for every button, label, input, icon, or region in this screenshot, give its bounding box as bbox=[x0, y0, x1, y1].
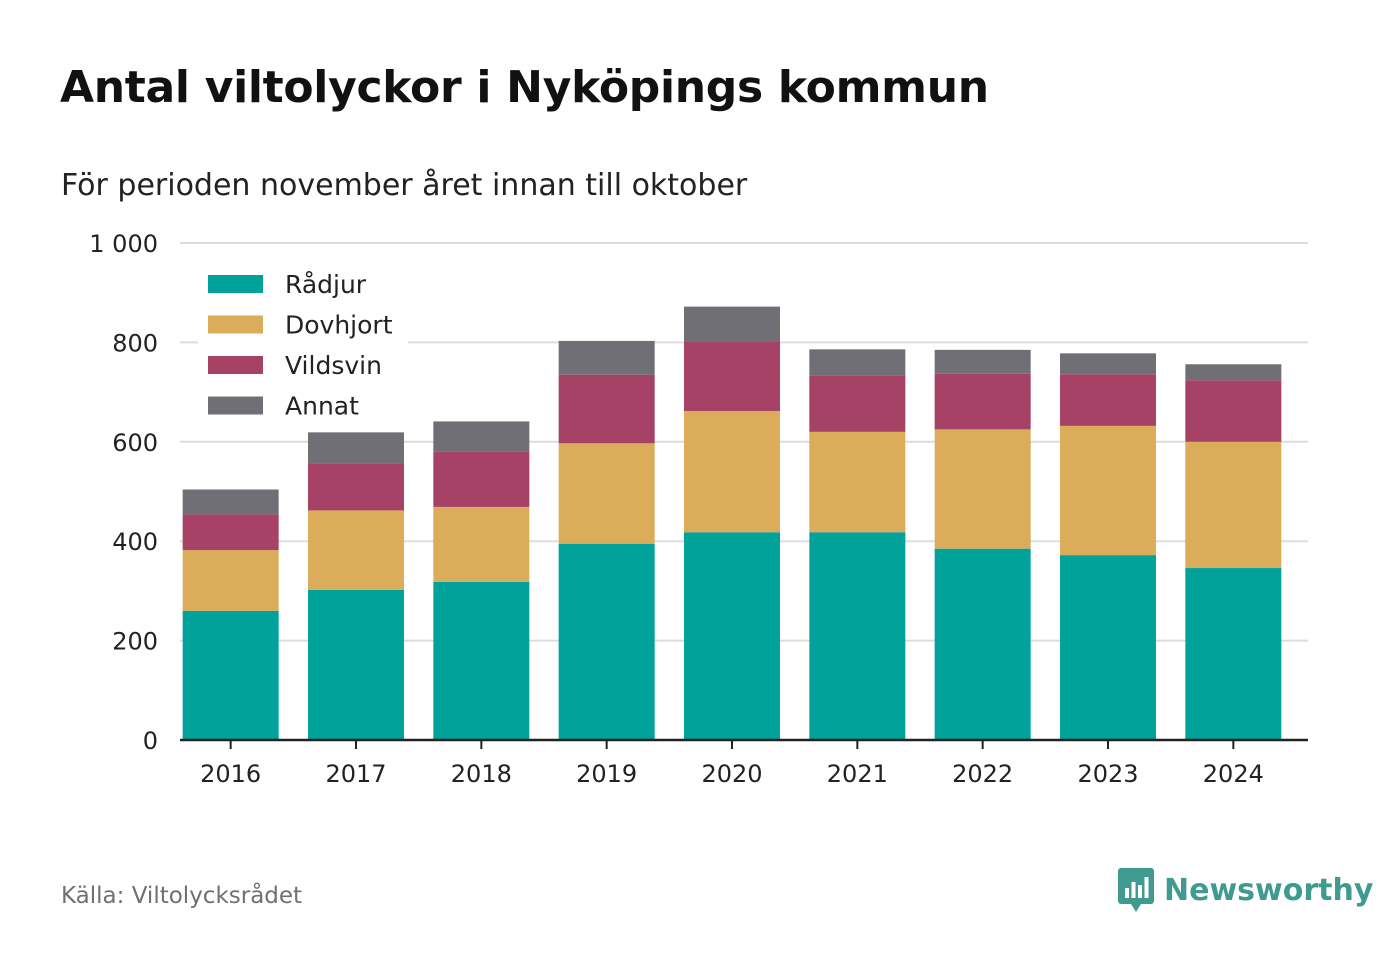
x-tick-label: 2017 bbox=[325, 760, 386, 788]
bar-vildsvin-2017 bbox=[308, 463, 404, 511]
bar-rådjur-2017 bbox=[308, 589, 404, 740]
legend-swatch-rådjur bbox=[208, 275, 263, 293]
bar-annat-2018 bbox=[433, 421, 530, 452]
bar-vildsvin-2022 bbox=[934, 373, 1031, 430]
x-tick-label: 2020 bbox=[701, 760, 762, 788]
bar-rådjur-2019 bbox=[558, 543, 655, 740]
y-tick-label: 600 bbox=[112, 429, 158, 457]
y-tick-label: 800 bbox=[112, 329, 158, 357]
bar-dovhjort-2017 bbox=[308, 510, 404, 590]
y-tick-label: 1 000 bbox=[89, 230, 158, 258]
x-tick-label: 2024 bbox=[1203, 760, 1264, 788]
brand-logo: Newsworthy bbox=[1118, 868, 1373, 912]
legend-label-dovhjort: Dovhjort bbox=[285, 311, 393, 340]
bar-dovhjort-2024 bbox=[1185, 441, 1282, 569]
bar-vildsvin-2021 bbox=[809, 375, 906, 432]
bar-annat-2016 bbox=[182, 489, 279, 515]
bar-vildsvin-2016 bbox=[182, 514, 279, 551]
bar-vildsvin-2018 bbox=[433, 451, 530, 507]
bar-dovhjort-2021 bbox=[809, 431, 906, 533]
bar-annat-2019 bbox=[558, 340, 655, 375]
y-tick-label: 400 bbox=[112, 528, 158, 556]
bar-rådjur-2016 bbox=[182, 610, 279, 740]
bar-rådjur-2020 bbox=[684, 532, 780, 740]
brand-name: Newsworthy bbox=[1164, 872, 1374, 908]
bar-vildsvin-2023 bbox=[1060, 374, 1156, 426]
source-note: Källa: Viltolycksrådet bbox=[61, 883, 303, 909]
bar-rådjur-2022 bbox=[934, 548, 1031, 740]
stacked-bar-chart: 0 200 400 600 800 1 000 2016 2017 2018 2019 2020 20… bbox=[89, 230, 1308, 788]
x-tick-label: 2021 bbox=[827, 760, 888, 788]
legend-swatch-dovhjort bbox=[208, 315, 263, 334]
legend-label-vildsvin: Vildsvin bbox=[285, 351, 382, 380]
bar-vildsvin-2024 bbox=[1185, 380, 1282, 442]
newsworthy-logo-icon bbox=[1118, 868, 1154, 912]
bar-rådjur-2021 bbox=[809, 532, 906, 740]
x-tick-label: 2018 bbox=[451, 760, 512, 788]
bar-annat-2021 bbox=[809, 349, 906, 376]
bar-dovhjort-2020 bbox=[684, 410, 780, 533]
legend-swatch-annat bbox=[208, 396, 263, 415]
x-tick-label: 2019 bbox=[576, 760, 637, 788]
chart-title: Antal viltolyckor i Nyköpings kommun bbox=[60, 62, 989, 113]
bar-annat-2020 bbox=[684, 306, 780, 342]
bar-dovhjort-2019 bbox=[558, 443, 655, 544]
bar-annat-2017 bbox=[308, 432, 404, 464]
x-tick-label: 2022 bbox=[952, 760, 1013, 788]
x-tick-label: 2023 bbox=[1077, 760, 1138, 788]
bar-dovhjort-2022 bbox=[934, 429, 1031, 549]
bar-dovhjort-2018 bbox=[433, 506, 530, 582]
bar-rådjur-2018 bbox=[433, 581, 530, 740]
bar-rådjur-2024 bbox=[1185, 568, 1282, 740]
legend-swatch-vildsvin bbox=[208, 356, 263, 374]
bar-dovhjort-2023 bbox=[1060, 425, 1156, 556]
bar-annat-2024 bbox=[1185, 364, 1282, 381]
legend-label-annat: Annat bbox=[285, 392, 359, 421]
axes: 0 200 400 600 800 1 000 2016 2017 2018 2019 2020 20… bbox=[89, 230, 1308, 788]
bar-annat-2023 bbox=[1060, 353, 1156, 375]
legend: Rådjur Dovhjort Vildsvin Annat bbox=[198, 262, 408, 428]
bar-dovhjort-2016 bbox=[182, 550, 279, 611]
chart-subtitle: För perioden november året innan till ok… bbox=[61, 168, 748, 203]
bar-vildsvin-2019 bbox=[558, 374, 655, 444]
x-tick-label: 2016 bbox=[200, 760, 261, 788]
y-tick-label: 0 bbox=[143, 727, 158, 755]
legend-label-rådjur: Rådjur bbox=[285, 270, 367, 299]
bar-rådjur-2023 bbox=[1060, 555, 1156, 740]
bars bbox=[182, 306, 1282, 740]
y-tick-label: 200 bbox=[112, 628, 158, 656]
bar-vildsvin-2020 bbox=[684, 341, 780, 411]
bar-annat-2022 bbox=[934, 349, 1031, 374]
